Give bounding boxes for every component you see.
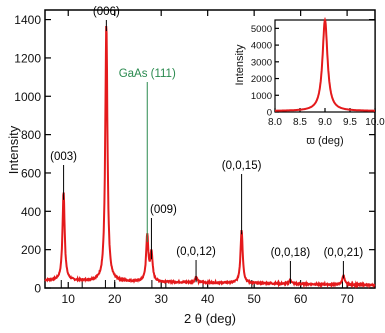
main-x-tick-label: 30 <box>155 292 169 306</box>
inset-x-tick-label: 10.0 <box>365 117 385 128</box>
peak-label: (0,0,12) <box>176 246 216 258</box>
main-y-axis-label: Intensity <box>6 125 21 174</box>
main-x-tick-label: 40 <box>201 292 215 306</box>
inset-x-axis-label: ϖ (deg) <box>306 135 343 147</box>
main-x-axis-label: 2 θ (deg) <box>184 311 236 326</box>
main-peak-labels: (003) (006) GaAs (111) (009) (0,0,12) (0,0,15… <box>50 6 363 284</box>
main-y-tick-label: 400 <box>21 205 41 219</box>
inset-plot: 0 1000 2000 3000 4000 5000 8.0 8.5 9.0 9.5 10.0 ϖ… <box>234 16 385 147</box>
peak-label: (003) <box>50 151 77 163</box>
inset-y-tick-label: 3000 <box>251 57 272 68</box>
main-plot-frame <box>44 9 376 289</box>
inset-y-tick-label: 5000 <box>251 24 272 35</box>
peak-label: (0,0,15) <box>222 160 262 172</box>
main-x-tick-label: 60 <box>294 292 308 306</box>
peak-label: (009) <box>150 204 177 216</box>
peak-label: GaAs (111) <box>119 68 176 80</box>
main-y-tick-label: 800 <box>21 128 41 142</box>
inset-y-tick-label: 0 <box>267 108 272 119</box>
peak-label: (0,0,18) <box>271 247 311 259</box>
main-y-tick-label: 1200 <box>14 51 41 65</box>
inset-x-tick-label: 8.5 <box>293 117 307 128</box>
inset-y-ticks: 0 1000 2000 3000 4000 5000 <box>251 24 279 119</box>
main-y-tick-label: 200 <box>21 243 41 257</box>
inset-x-tick-label: 9.0 <box>318 117 332 128</box>
main-x-tick-label: 10 <box>62 292 76 306</box>
main-y-ticks: 0 200 400 600 800 1000 1200 1400 <box>14 13 375 296</box>
main-y-tick-label: 1400 <box>14 13 41 27</box>
main-y-tick-label: 1000 <box>14 90 41 104</box>
inset-plot-frame <box>274 19 376 113</box>
peak-label: (006) <box>93 6 120 18</box>
main-y-tick-label: 0 <box>34 282 41 296</box>
main-series-line <box>44 25 376 289</box>
peak-label: (0,0,21) <box>324 247 364 259</box>
main-x-tick-label: 70 <box>340 292 354 306</box>
main-plot: 0 200 400 600 800 1000 1200 1400 10 20 30 40 50 60 70… <box>6 6 376 326</box>
main-y-tick-label: 600 <box>21 166 41 180</box>
inset-y-tick-label: 2000 <box>251 74 272 85</box>
main-x-ticks: 10 20 30 40 50 60 70 <box>62 10 354 306</box>
inset-series-line <box>275 16 375 112</box>
inset-x-tick-label: 9.5 <box>343 117 357 128</box>
inset-x-tick-label: 8.0 <box>268 117 282 128</box>
main-x-tick-label: 50 <box>247 292 261 306</box>
inset-y-axis-label: Intensity <box>234 44 246 85</box>
main-x-tick-label: 20 <box>108 292 122 306</box>
inset-y-tick-label: 4000 <box>251 41 272 52</box>
inset-y-tick-label: 1000 <box>251 91 272 102</box>
